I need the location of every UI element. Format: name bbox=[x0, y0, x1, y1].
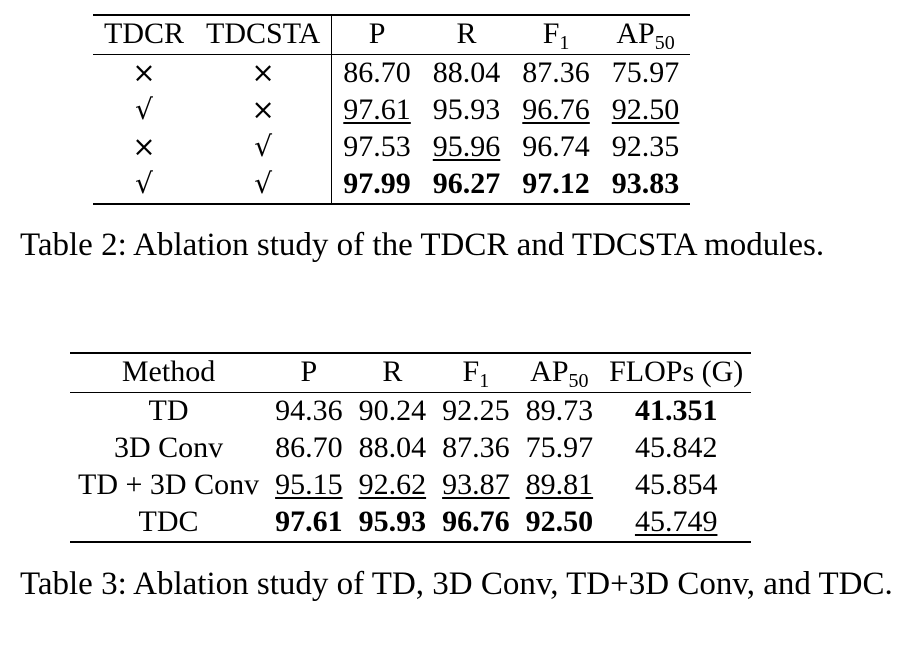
table-2-caption: Table 2: Ablation study of the TDCR and … bbox=[20, 227, 825, 263]
table-3-grid: Method P R F1 AP50 FLOPs (G) TD 94.36 90… bbox=[70, 352, 752, 543]
cell-method: 3D Conv bbox=[113, 431, 224, 464]
cell-p: 97.99 bbox=[331, 166, 422, 204]
col-header-p: P bbox=[331, 15, 422, 55]
table-3-caption: Table 3: Ablation study of TD, 3D Conv, … bbox=[20, 566, 893, 602]
col-header-p: P bbox=[300, 355, 318, 388]
cell-p: 86.70 bbox=[331, 54, 422, 92]
cell-f1: 96.74 bbox=[522, 130, 590, 163]
cell-ap50: 92.35 bbox=[611, 130, 680, 163]
col-header-r: R bbox=[382, 355, 403, 388]
table-2-grid: TDCR TDCSTA P R F1 AP50 × × 86.70 88.04 … bbox=[93, 14, 691, 205]
cell-tdcsta: √ bbox=[254, 167, 273, 200]
cell-flops: 45.854 bbox=[634, 468, 718, 501]
cell-tdcr: √ bbox=[135, 167, 153, 200]
cell-r: 95.93 bbox=[432, 93, 501, 126]
cell-ap50: 75.97 bbox=[525, 431, 594, 464]
cell-f1: 87.36 bbox=[522, 56, 590, 89]
cell-tdcsta: × bbox=[251, 56, 275, 89]
table-row: √ × 97.61 95.93 96.76 92.50 bbox=[93, 92, 690, 129]
table-3: Method P R F1 AP50 FLOPs (G) TD 94.36 90… bbox=[70, 352, 752, 543]
cell-method: TDC bbox=[138, 505, 199, 538]
cell-ap50: 92.50 bbox=[525, 505, 594, 538]
table-row: TD 94.36 90.24 92.25 89.73 41.351 bbox=[70, 393, 751, 431]
cell-tdcr: × bbox=[132, 130, 156, 163]
cell-p: 97.61 bbox=[331, 92, 422, 129]
cell-p: 95.15 bbox=[275, 468, 343, 501]
cell-r: 96.27 bbox=[432, 167, 501, 200]
table-row: 3D Conv 86.70 88.04 87.36 75.97 45.842 bbox=[70, 430, 751, 467]
table-row: × × 86.70 88.04 87.36 75.97 bbox=[93, 54, 690, 92]
table-row: TD + 3D Conv 95.15 92.62 93.87 89.81 45.… bbox=[70, 467, 751, 504]
cell-ap50: 92.50 bbox=[611, 93, 680, 126]
cell-method: TD bbox=[148, 394, 189, 427]
col-header-tdcr: TDCR bbox=[104, 17, 185, 50]
cell-r: 95.93 bbox=[358, 505, 427, 538]
table-row: √ √ 97.99 96.27 97.12 93.83 bbox=[93, 166, 690, 204]
cell-r: 95.96 bbox=[432, 130, 501, 163]
cell-f1: 87.36 bbox=[442, 431, 510, 464]
table-header-row: TDCR TDCSTA P R F1 AP50 bbox=[93, 15, 691, 55]
col-header-f1: F1 bbox=[462, 355, 490, 392]
cell-p: 94.36 bbox=[275, 394, 343, 427]
table-header-row: Method P R F1 AP50 FLOPs (G) bbox=[70, 353, 752, 393]
col-header-ap50: AP50 bbox=[616, 17, 675, 54]
cell-p: 97.53 bbox=[331, 129, 422, 166]
cell-f1: 96.76 bbox=[522, 93, 590, 126]
col-header-flops: FLOPs (G) bbox=[609, 355, 744, 388]
col-header-f1: F1 bbox=[542, 17, 570, 54]
cell-r: 90.24 bbox=[358, 394, 427, 427]
cell-tdcsta: √ bbox=[254, 130, 273, 163]
cell-flops: 45.842 bbox=[634, 431, 718, 464]
cell-ap50: 75.97 bbox=[611, 56, 680, 89]
cell-f1: 92.25 bbox=[442, 394, 510, 427]
col-header-tdcsta: TDCSTA bbox=[206, 17, 321, 50]
cell-flops: 45.749 bbox=[634, 505, 718, 538]
cell-f1: 93.87 bbox=[442, 468, 510, 501]
cell-tdcr: √ bbox=[135, 93, 153, 126]
cell-method: TD + 3D Conv bbox=[78, 468, 260, 501]
col-header-ap50: AP50 bbox=[530, 355, 589, 392]
table-row: × √ 97.53 95.96 96.74 92.35 bbox=[93, 129, 690, 166]
cell-r: 88.04 bbox=[358, 431, 427, 464]
cell-p: 86.70 bbox=[275, 431, 343, 464]
col-header-r: R bbox=[456, 17, 477, 50]
table-row: TDC 97.61 95.93 96.76 92.50 45.749 bbox=[70, 504, 751, 542]
col-header-method: Method bbox=[121, 355, 216, 388]
cell-p: 97.61 bbox=[275, 505, 343, 538]
cell-flops: 41.351 bbox=[634, 394, 718, 427]
cell-ap50: 89.73 bbox=[525, 394, 594, 427]
table-2: TDCR TDCSTA P R F1 AP50 × × 86.70 88.04 … bbox=[93, 14, 691, 205]
cell-tdcsta: × bbox=[251, 93, 275, 126]
cell-f1: 96.76 bbox=[442, 505, 510, 538]
cell-ap50: 89.81 bbox=[525, 468, 594, 501]
cell-r: 88.04 bbox=[432, 56, 501, 89]
cell-r: 92.62 bbox=[358, 468, 427, 501]
cell-f1: 97.12 bbox=[522, 167, 590, 200]
cell-tdcr: × bbox=[132, 56, 156, 89]
cell-ap50: 93.83 bbox=[611, 167, 680, 200]
